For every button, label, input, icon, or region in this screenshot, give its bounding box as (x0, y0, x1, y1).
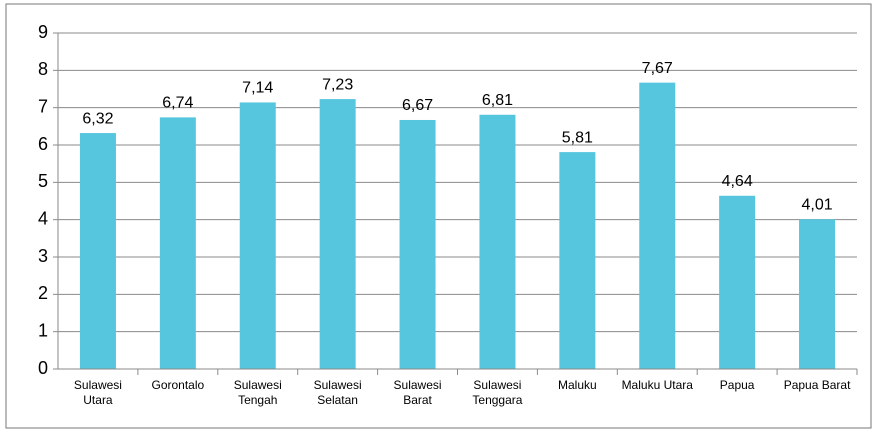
x-tick-label: Maluku Utara (621, 378, 693, 392)
x-tick-label: Maluku (558, 378, 597, 392)
y-tick-label: 0 (38, 358, 48, 378)
data-label: 6,67 (402, 97, 433, 114)
y-tick-label: 8 (38, 59, 48, 79)
x-tick-label: Gorontalo (151, 378, 205, 392)
data-label: 6,81 (482, 92, 513, 109)
data-label: 4,64 (722, 173, 753, 190)
bar (319, 99, 356, 369)
bar (559, 152, 596, 369)
y-tick-label: 2 (38, 283, 48, 303)
data-label: 7,14 (242, 80, 273, 97)
x-tick-label: Sulawesi Selatan (313, 378, 362, 407)
bar (159, 117, 196, 369)
chart-border (5, 3, 872, 429)
x-tick-label: Sulawesi Tengah (233, 378, 282, 407)
data-label: 4,01 (801, 197, 832, 214)
y-tick-label: 6 (38, 134, 48, 154)
bar (79, 133, 116, 369)
data-label: 7,23 (322, 76, 353, 93)
x-tick-label: Papua (719, 378, 755, 392)
bar (479, 114, 516, 369)
x-tick-label: Papua Barat (783, 378, 851, 392)
data-label: 6,74 (162, 95, 193, 112)
x-tick-label: Sulawesi Barat (393, 378, 442, 407)
data-label: 7,67 (642, 60, 673, 77)
data-label: 6,32 (82, 110, 113, 127)
bar (799, 219, 836, 369)
x-tick-label: Sulawesi Utara (73, 378, 122, 407)
y-tick-label: 4 (38, 208, 48, 228)
x-tick-label: Sulawesi Tenggara (472, 378, 523, 407)
y-tick-label: 3 (38, 246, 48, 266)
y-tick-label: 9 (38, 22, 48, 42)
y-tick-label: 7 (38, 96, 48, 116)
data-label: 5,81 (562, 129, 593, 146)
bar (639, 82, 676, 370)
bar (719, 195, 756, 369)
bar (399, 119, 436, 369)
y-tick-label: 5 (38, 171, 48, 191)
y-tick-label: 1 (38, 320, 48, 340)
bar (239, 102, 276, 369)
